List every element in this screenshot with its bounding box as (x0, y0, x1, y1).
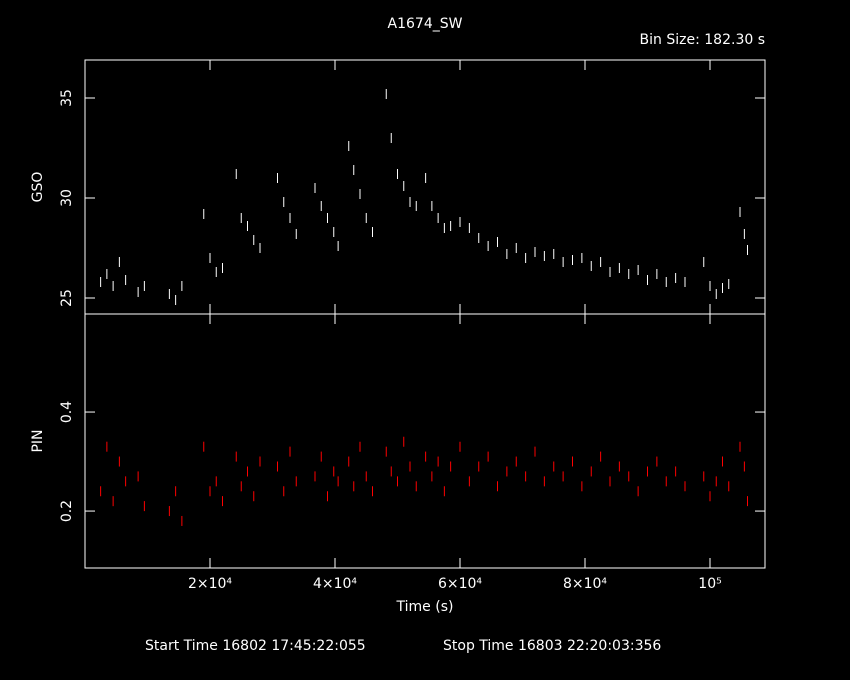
stop-time: Stop Time 16803 22:20:03:356 (443, 638, 661, 654)
y-tick-label: 25 (59, 289, 75, 307)
x-tick-label: 8×10⁴ (563, 576, 607, 592)
y-tick-label: 0.4 (59, 401, 75, 423)
start-time: Start Time 16802 17:45:22:055 (145, 638, 366, 654)
x-tick-label: 10⁵ (698, 576, 721, 592)
y-axis-label: GSO (30, 172, 46, 203)
y-axis-label: PIN (30, 429, 46, 452)
chart-title: A1674_SW (388, 16, 463, 32)
x-tick-label: 2×10⁴ (188, 576, 232, 592)
y-tick-label: 0.2 (59, 500, 75, 522)
x-axis-label: Time (s) (396, 599, 454, 615)
y-tick-label: 35 (59, 89, 75, 107)
x-tick-label: 4×10⁴ (313, 576, 357, 592)
x-tick-label: 6×10⁴ (438, 576, 482, 592)
bin-size: Bin Size: 182.30 s (640, 32, 765, 48)
y-tick-label: 30 (59, 189, 75, 207)
